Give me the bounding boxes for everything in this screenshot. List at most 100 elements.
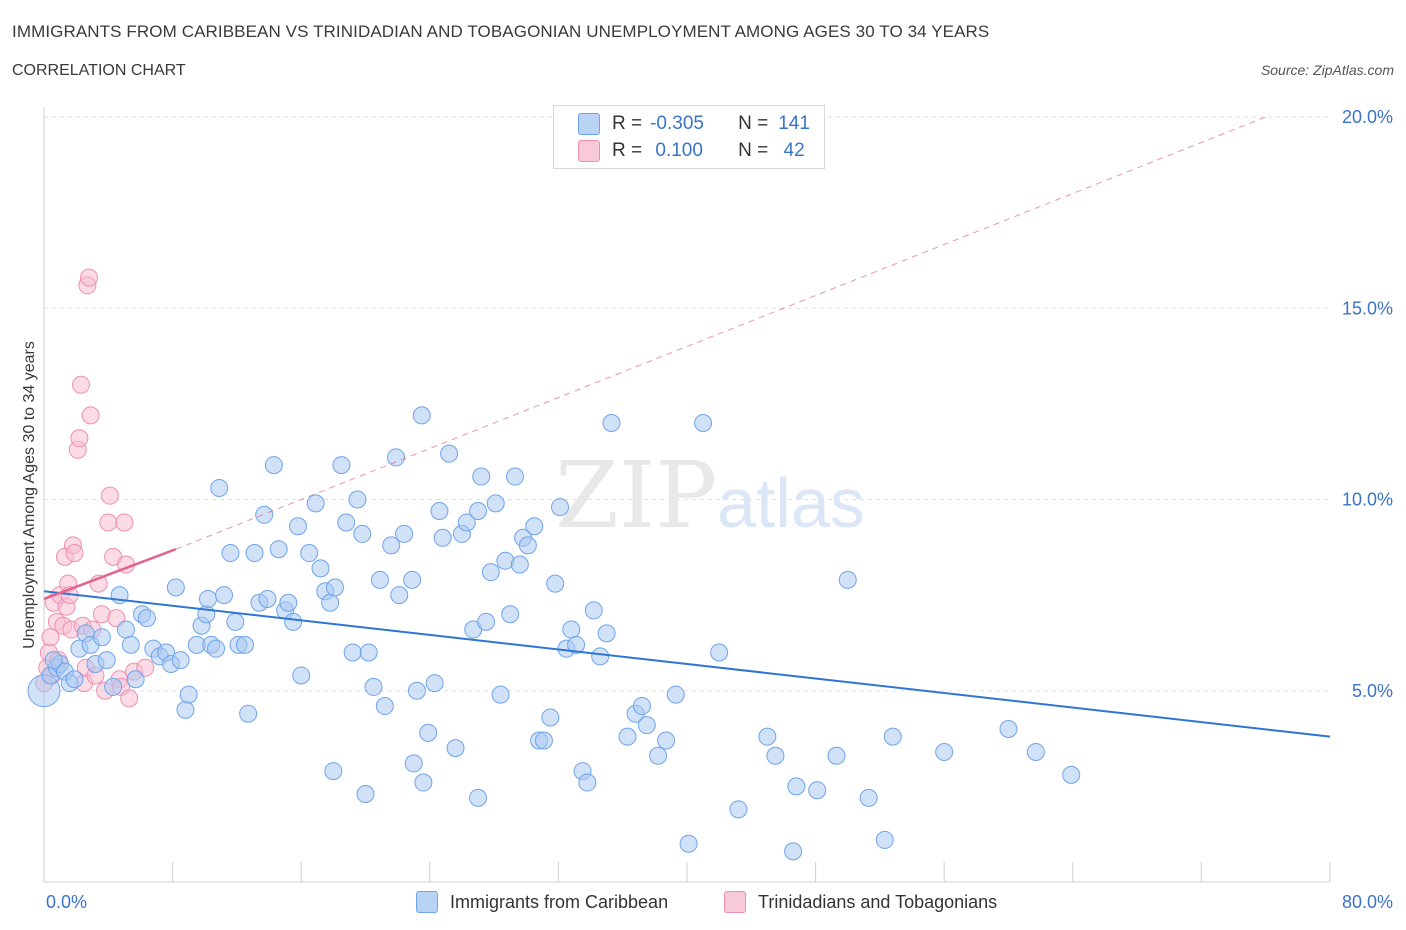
blue-point	[356, 785, 375, 804]
legend-row-pink: R = 0.100 N = 42	[578, 139, 805, 163]
legend-n-label: N =	[738, 113, 769, 134]
blue-point	[292, 666, 311, 685]
legend-n-value: 141	[778, 113, 810, 134]
y-tick-label: 5.0%	[1352, 681, 1393, 701]
blue-point	[348, 490, 367, 509]
blue-point	[472, 467, 491, 486]
blue-point	[433, 528, 452, 547]
blue-point	[679, 834, 698, 853]
pink-point	[81, 406, 100, 425]
blue-point	[97, 651, 116, 670]
blue-point	[505, 467, 524, 486]
legend-r-label: R =	[612, 140, 643, 161]
legend-r-value: -0.305	[650, 113, 704, 134]
blue-point	[414, 773, 433, 792]
blue-point	[710, 643, 729, 662]
blue-point	[359, 643, 378, 662]
blue-point	[353, 524, 372, 543]
blue-point	[525, 517, 544, 536]
blue-point	[288, 517, 307, 536]
blue-point	[541, 708, 560, 727]
blue-point	[534, 731, 553, 750]
pink-point	[71, 375, 90, 394]
axis-layer	[43, 107, 1331, 883]
blue-point	[258, 589, 277, 608]
blue-point	[116, 620, 135, 639]
blue-point	[65, 670, 84, 689]
blue-point	[1062, 765, 1081, 784]
legend-row-blue: R = -0.305 N = 141	[578, 112, 810, 136]
blue-point	[584, 601, 603, 620]
blue-point	[602, 414, 621, 432]
blue-point	[838, 570, 857, 589]
y-tick-label: 10.0%	[1342, 490, 1393, 510]
blue-point	[337, 513, 356, 532]
blue-point	[343, 643, 362, 662]
pink-point	[120, 689, 139, 708]
pink-point	[100, 486, 119, 505]
blue-point	[179, 685, 198, 704]
blue-point	[166, 578, 185, 597]
blue-point	[875, 830, 894, 849]
blue-point	[859, 788, 878, 807]
blue-point	[300, 544, 319, 563]
blue-point	[210, 479, 229, 498]
blue-point	[649, 746, 668, 765]
blue-point	[269, 540, 288, 559]
blue-trend-line	[43, 590, 1331, 738]
blue-point	[486, 494, 505, 513]
blue-point	[387, 448, 406, 467]
blue-point	[126, 670, 145, 689]
x-tick-label-min: 0.0%	[46, 892, 87, 912]
pink-point	[65, 544, 84, 563]
blue-point	[239, 704, 258, 723]
pink-point	[80, 268, 99, 287]
blue-point	[176, 700, 195, 719]
blue-point	[469, 788, 488, 807]
blue-point	[562, 620, 581, 639]
blue-point	[430, 501, 449, 520]
legend-r-label: R =	[612, 113, 643, 134]
blue-point	[226, 612, 245, 631]
blue-point	[551, 498, 570, 517]
blue-point	[412, 406, 431, 425]
blue-point	[390, 586, 409, 605]
blue-point	[404, 754, 423, 773]
pink-point	[41, 628, 60, 647]
blue-point	[221, 544, 240, 563]
blue-point	[171, 651, 190, 670]
trend-lines	[43, 116, 1331, 738]
blue-point	[215, 586, 234, 605]
chart-source: Source: ZipAtlas.com	[1260, 62, 1394, 78]
blue-point	[425, 674, 444, 693]
blue-point	[597, 624, 616, 643]
pink-swatch	[724, 891, 746, 913]
y-tick-label: 15.0%	[1342, 298, 1393, 318]
pink-point	[99, 513, 118, 532]
blue-point	[491, 685, 510, 704]
watermark: ZIP atlas	[555, 442, 865, 549]
blue-point	[784, 842, 803, 861]
pink-swatch	[578, 140, 600, 162]
blue-point	[666, 685, 685, 704]
pink-trend-extension	[175, 116, 1266, 550]
blue-point	[657, 731, 676, 750]
pink-point	[136, 658, 155, 677]
blue-series-points	[27, 406, 1081, 861]
blue-point	[694, 414, 713, 432]
blue-point	[637, 716, 656, 735]
watermark-atlas: atlas	[717, 464, 865, 542]
blue-point	[306, 494, 325, 513]
blue-point	[632, 697, 651, 716]
blue-point	[370, 570, 389, 589]
blue-point	[104, 677, 123, 696]
blue-point	[618, 727, 637, 746]
blue-point	[446, 739, 465, 758]
legend-r-value: 0.100	[650, 140, 703, 161]
pink-point	[107, 609, 126, 628]
bottom-legend-blue: Immigrants from Caribbean	[416, 890, 668, 914]
blue-point	[44, 651, 63, 670]
blue-point	[1026, 742, 1045, 761]
blue-point	[382, 536, 401, 555]
legend-n-value: 42	[778, 140, 805, 161]
